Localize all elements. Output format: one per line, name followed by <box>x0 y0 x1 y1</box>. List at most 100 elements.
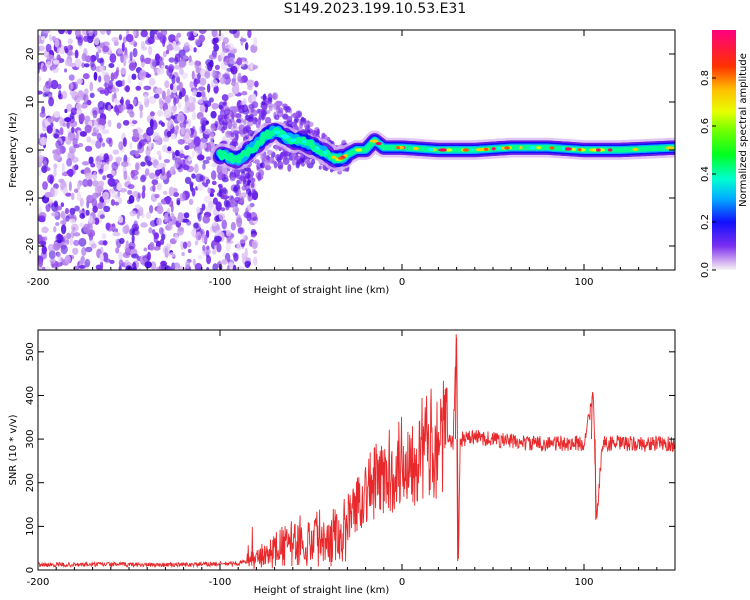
noise-cell <box>200 117 208 127</box>
snr-spike <box>594 439 597 520</box>
noise-cell <box>98 168 103 174</box>
transition-cell <box>267 164 271 171</box>
noise-cell <box>205 179 211 184</box>
noise-cell <box>89 81 94 92</box>
noise-cell <box>110 199 116 206</box>
noise-cell <box>42 84 50 95</box>
noise-cell <box>56 234 64 240</box>
noise-cell <box>98 185 104 193</box>
noise-cell <box>58 89 62 98</box>
y-tick-label: 0 <box>25 147 36 153</box>
noise-cell <box>60 224 67 235</box>
transition-cell <box>284 106 289 114</box>
transition-cell <box>218 190 223 197</box>
noise-cell <box>64 207 70 215</box>
noise-cell <box>107 178 113 186</box>
noise-cell <box>151 179 159 186</box>
ridge-spot <box>438 148 447 152</box>
noise-cell <box>185 260 191 270</box>
noise-cell <box>70 230 75 239</box>
noise-cell <box>64 47 69 54</box>
noise-cell <box>175 76 181 84</box>
noise-cell <box>172 151 176 159</box>
noise-cell <box>118 259 124 267</box>
noise-cell <box>244 42 249 51</box>
noise-cell <box>144 261 153 269</box>
noise-cell <box>178 81 183 92</box>
transition-cell <box>276 105 280 111</box>
noise-cell <box>148 172 156 180</box>
noise-cell <box>205 59 213 67</box>
ridge-spot <box>607 148 613 152</box>
transition-cell <box>233 196 241 203</box>
noise-cell <box>158 227 164 235</box>
noise-cell <box>55 147 63 156</box>
noise-cell <box>213 235 222 243</box>
noise-cell <box>123 170 128 181</box>
noise-cell <box>131 120 138 125</box>
noise-cell <box>38 170 42 176</box>
noise-cell <box>93 120 98 129</box>
transition-cell <box>231 141 239 147</box>
noise-cell <box>198 77 207 86</box>
noise-cell <box>236 241 242 251</box>
noise-cell <box>90 162 96 168</box>
noise-cell <box>169 83 174 91</box>
noise-cell <box>206 83 211 93</box>
noise-cell <box>64 255 71 264</box>
y-tick-label: 10 <box>25 96 36 109</box>
noise-cell <box>112 231 121 237</box>
noise-cell <box>232 264 237 270</box>
noise-cell <box>237 227 245 235</box>
noise-cell <box>66 169 74 175</box>
transition-cell <box>252 188 256 193</box>
noise-cell <box>141 191 146 199</box>
y-tick-label: 300 <box>25 430 36 449</box>
noise-cell <box>194 38 201 46</box>
noise-cell <box>221 258 228 265</box>
noise-cell <box>148 45 153 56</box>
noise-cell <box>193 30 198 37</box>
y-axis-label: Frequency (Hz) <box>8 112 19 188</box>
noise-cell <box>51 263 55 269</box>
noise-cell <box>52 59 60 65</box>
noise-cell <box>175 125 179 135</box>
ridge-spot <box>491 147 496 151</box>
y-tick-label: 100 <box>25 517 36 536</box>
noise-cell <box>83 63 90 68</box>
noise-cell <box>202 244 206 252</box>
noise-cell <box>138 267 142 270</box>
noise-cell <box>132 266 137 270</box>
noise-cell <box>126 175 131 185</box>
noise-cell <box>90 139 97 145</box>
noise-cell <box>159 238 165 246</box>
transition-cell <box>274 144 279 151</box>
noise-cell <box>123 56 127 67</box>
noise-cell <box>179 192 186 202</box>
ridge-spot <box>577 148 582 152</box>
noise-cell <box>122 137 127 147</box>
noise-cell <box>160 30 168 37</box>
noise-cell <box>170 115 176 120</box>
noise-cell <box>173 262 181 269</box>
noise-cell <box>114 201 120 206</box>
noise-cell <box>115 80 124 88</box>
noise-cell <box>168 221 173 227</box>
noise-cell <box>200 137 208 144</box>
noise-cell <box>79 213 86 219</box>
noise-cell <box>143 57 152 65</box>
noise-cell <box>205 120 209 125</box>
noise-cell <box>53 133 60 139</box>
noise-cell <box>188 198 194 206</box>
transition-cell <box>295 161 300 169</box>
noise-cell <box>142 185 146 193</box>
noise-cell <box>170 212 175 220</box>
noise-cell <box>40 36 46 41</box>
noise-cell <box>201 90 206 98</box>
noise-cell <box>115 194 120 200</box>
noise-cell <box>149 241 155 251</box>
ridge-spot <box>475 148 485 152</box>
noise-cell <box>203 100 212 108</box>
noise-cell <box>139 110 143 119</box>
x-axis-label: Height of straight line (km) <box>254 285 390 296</box>
